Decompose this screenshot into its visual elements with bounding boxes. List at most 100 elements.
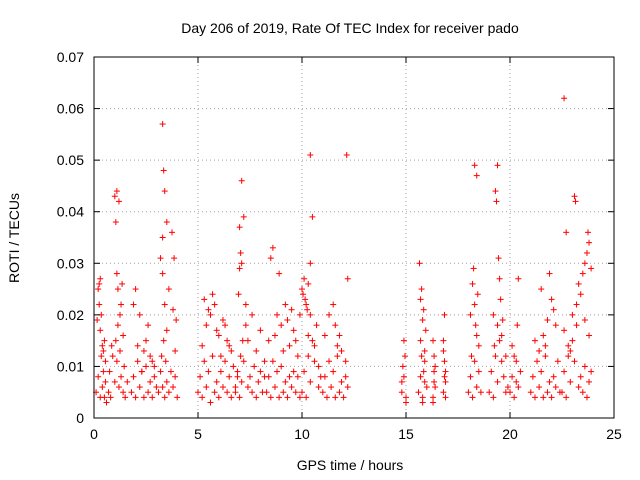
data-point [149, 358, 156, 365]
data-point [159, 121, 166, 128]
data-point [315, 384, 322, 391]
data-point [284, 394, 291, 401]
data-point [507, 389, 513, 396]
data-point [253, 347, 260, 354]
data-point [531, 337, 538, 344]
data-point [486, 389, 493, 396]
data-point [311, 358, 318, 365]
data-point [106, 368, 113, 375]
data-point [278, 322, 285, 329]
data-point [515, 275, 522, 282]
data-point [527, 389, 534, 396]
data-point [222, 322, 229, 329]
data-point [232, 389, 239, 396]
data-point [199, 342, 206, 349]
data-point [471, 301, 478, 308]
data-point [529, 373, 536, 380]
data-point [440, 347, 447, 354]
data-point [124, 378, 131, 385]
data-point [559, 389, 565, 396]
data-point [586, 332, 593, 339]
data-point [544, 389, 551, 396]
data-point [538, 368, 545, 375]
y-tick-label: 0.01 [57, 358, 84, 374]
data-point [147, 353, 154, 360]
data-point [302, 296, 309, 303]
data-point [105, 389, 112, 396]
data-point [209, 353, 216, 360]
data-point [255, 378, 262, 385]
data-point [442, 394, 449, 401]
data-point [247, 373, 253, 380]
data-point [577, 373, 584, 380]
y-tick-label: 0.05 [57, 152, 84, 168]
data-point [571, 193, 578, 200]
data-point [581, 317, 588, 324]
data-point [334, 342, 341, 349]
data-point [163, 378, 170, 385]
data-point [301, 368, 308, 375]
data-point [111, 193, 118, 200]
data-point [242, 322, 249, 329]
data-point [561, 95, 568, 102]
data-point [153, 384, 160, 391]
data-point [140, 347, 147, 354]
data-point [215, 332, 222, 339]
data-point [467, 373, 474, 380]
data-point [151, 373, 158, 380]
data-point [224, 389, 231, 396]
data-point [130, 301, 137, 308]
data-point [159, 384, 166, 391]
data-point [162, 358, 169, 365]
data-point [257, 327, 264, 334]
y-tick-label: 0.07 [57, 49, 84, 65]
data-point [114, 322, 121, 329]
data-point [585, 229, 591, 236]
data-point [441, 358, 448, 365]
data-point [416, 260, 423, 267]
data-point [151, 363, 158, 370]
data-point [232, 384, 239, 391]
data-point [114, 286, 121, 293]
data-point [301, 275, 308, 282]
data-point [321, 332, 328, 339]
data-point [269, 358, 276, 365]
data-point [117, 311, 123, 318]
data-point [403, 394, 409, 401]
data-point [492, 353, 499, 360]
data-point [303, 394, 310, 401]
x-tick-label: 15 [398, 426, 414, 442]
data-point [96, 301, 103, 308]
data-point [94, 317, 101, 324]
data-point [284, 317, 291, 324]
data-point [490, 394, 497, 401]
data-point [251, 363, 258, 370]
data-point [440, 337, 447, 344]
data-point [471, 358, 478, 365]
data-point [118, 373, 125, 380]
data-point [420, 306, 427, 313]
data-point [509, 373, 516, 380]
data-point [286, 342, 293, 349]
data-point [100, 368, 107, 375]
x-tick-label: 20 [502, 426, 518, 442]
data-point [134, 342, 141, 349]
y-axis-label: ROTI / TECUs [6, 193, 22, 283]
data-point [419, 317, 426, 324]
data-point [304, 306, 311, 313]
data-point [336, 332, 343, 339]
data-point [583, 394, 590, 401]
data-point [419, 399, 426, 406]
data-point [296, 394, 303, 401]
data-point [244, 384, 251, 391]
data-point [101, 337, 108, 344]
data-point [155, 389, 162, 396]
data-point [430, 394, 437, 401]
data-point [303, 301, 310, 308]
chart-title: Day 206 of 2019, Rate Of TEC Index for r… [181, 20, 519, 36]
data-point [544, 317, 551, 324]
data-point [282, 378, 289, 385]
data-point [465, 389, 472, 396]
data-point [120, 332, 127, 339]
